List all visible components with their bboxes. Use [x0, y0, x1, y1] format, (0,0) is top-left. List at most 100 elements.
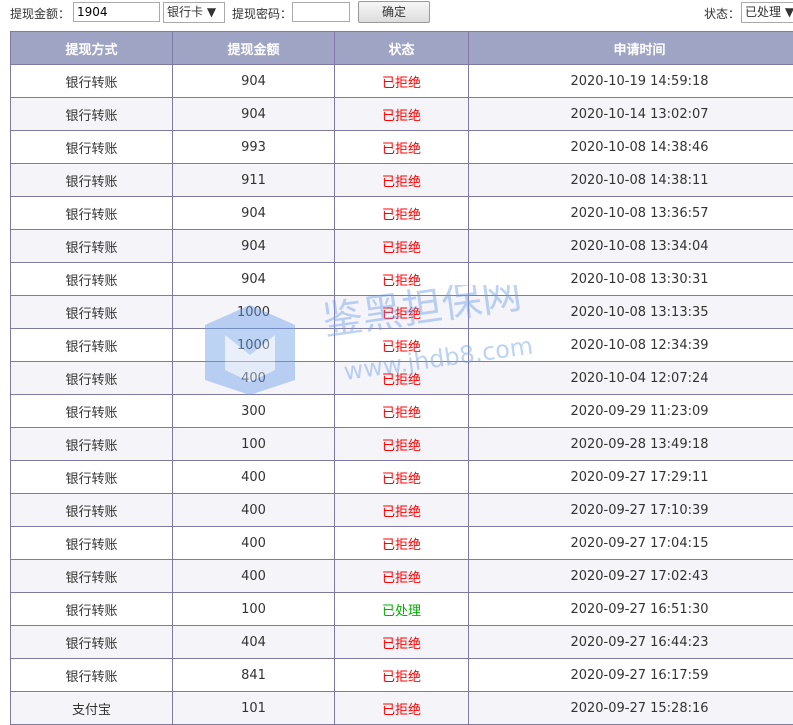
time-cell: 2020-09-27 17:04:15	[469, 527, 793, 560]
method-cell: 银行转账	[11, 131, 173, 164]
time-cell: 2020-09-27 17:02:43	[469, 560, 793, 593]
method-cell: 银行转账	[11, 593, 173, 626]
status-cell: 已拒绝	[335, 65, 469, 98]
method-cell: 银行转账	[11, 362, 173, 395]
amount-input[interactable]	[73, 2, 160, 22]
time-cell: 2020-09-27 16:51:30	[469, 593, 793, 626]
amount-cell: 911	[173, 164, 335, 197]
time-cell: 2020-10-08 14:38:11	[469, 164, 793, 197]
status-cell: 已拒绝	[335, 428, 469, 461]
header-amount: 提现金额	[173, 32, 335, 65]
status-cell: 已拒绝	[335, 626, 469, 659]
time-cell: 2020-10-14 13:02:07	[469, 98, 793, 131]
method-cell: 银行转账	[11, 395, 173, 428]
status-cell: 已拒绝	[335, 560, 469, 593]
method-cell: 银行转账	[11, 659, 173, 692]
status-cell: 已拒绝	[335, 395, 469, 428]
time-cell: 2020-09-27 17:29:11	[469, 461, 793, 494]
amount-cell: 1000	[173, 329, 335, 362]
amount-cell: 841	[173, 659, 335, 692]
method-cell: 银行转账	[11, 263, 173, 296]
status-cell: 已拒绝	[335, 494, 469, 527]
table-header: 提现方式 提现金额 状态 申请时间	[11, 32, 793, 65]
amount-label: 提现金额：	[10, 5, 70, 22]
method-select[interactable]: 银行卡 ▼	[163, 2, 225, 23]
status-cell: 已拒绝	[335, 461, 469, 494]
header-status: 状态	[335, 32, 469, 65]
amount-cell: 993	[173, 131, 335, 164]
amount-cell: 404	[173, 626, 335, 659]
time-cell: 2020-10-08 13:36:57	[469, 197, 793, 230]
password-label: 提现密码：	[232, 5, 292, 22]
status-cell: 已处理	[335, 593, 469, 626]
method-cell: 银行转账	[11, 164, 173, 197]
time-cell: 2020-10-08 12:34:39	[469, 329, 793, 362]
amount-cell: 100	[173, 593, 335, 626]
method-cell: 银行转账	[11, 527, 173, 560]
amount-cell: 904	[173, 197, 335, 230]
time-cell: 2020-09-29 11:23:09	[469, 395, 793, 428]
amount-cell: 904	[173, 263, 335, 296]
status-cell: 已拒绝	[335, 263, 469, 296]
method-cell: 银行转账	[11, 461, 173, 494]
status-cell: 已拒绝	[335, 230, 469, 263]
amount-cell: 904	[173, 65, 335, 98]
amount-cell: 400	[173, 527, 335, 560]
amount-cell: 400	[173, 461, 335, 494]
header-time: 申请时间	[469, 32, 793, 65]
time-cell: 2020-09-27 15:28:16	[469, 692, 793, 725]
method-cell: 银行转账	[11, 65, 173, 98]
time-cell: 2020-09-27 16:44:23	[469, 626, 793, 659]
status-cell: 已拒绝	[335, 98, 469, 131]
amount-cell: 1000	[173, 296, 335, 329]
time-cell: 2020-09-27 16:17:59	[469, 659, 793, 692]
time-cell: 2020-10-19 14:59:18	[469, 65, 793, 98]
method-cell: 银行转账	[11, 197, 173, 230]
amount-cell: 400	[173, 362, 335, 395]
time-cell: 2020-10-04 12:07:24	[469, 362, 793, 395]
status-cell: 已拒绝	[335, 329, 469, 362]
amount-cell: 904	[173, 98, 335, 131]
method-cell: 银行转账	[11, 296, 173, 329]
status-cell: 已拒绝	[335, 131, 469, 164]
method-cell: 银行转账	[11, 329, 173, 362]
status-cell: 已拒绝	[335, 659, 469, 692]
amount-cell: 300	[173, 395, 335, 428]
status-select[interactable]: 已处理 ▼	[741, 2, 793, 23]
time-cell: 2020-09-27 17:10:39	[469, 494, 793, 527]
status-cell: 已拒绝	[335, 197, 469, 230]
status-cell: 已拒绝	[335, 296, 469, 329]
method-cell: 银行转账	[11, 560, 173, 593]
time-cell: 2020-10-08 13:34:04	[469, 230, 793, 263]
amount-cell: 101	[173, 692, 335, 725]
method-cell: 银行转账	[11, 98, 173, 131]
time-cell: 2020-10-08 13:13:35	[469, 296, 793, 329]
amount-cell: 904	[173, 230, 335, 263]
amount-cell: 400	[173, 560, 335, 593]
status-cell: 已拒绝	[335, 527, 469, 560]
amount-cell: 400	[173, 494, 335, 527]
confirm-button[interactable]: 确定	[358, 1, 430, 23]
password-input[interactable]	[292, 2, 350, 22]
time-cell: 2020-10-08 13:30:31	[469, 263, 793, 296]
filter-toolbar: 提现金额： 银行卡 ▼ 提现密码： 确定 状态： 已处理 ▼	[0, 0, 793, 26]
method-cell: 银行转账	[11, 626, 173, 659]
status-label: 状态：	[704, 5, 740, 22]
